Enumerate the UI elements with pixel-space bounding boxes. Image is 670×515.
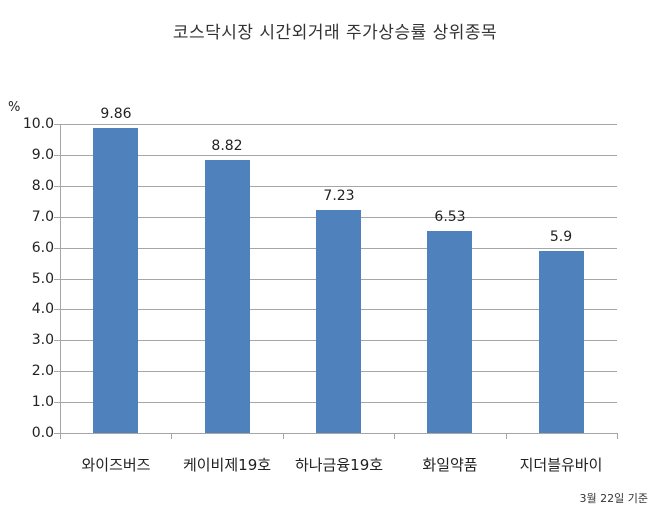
bar-value-label: 5.9	[549, 229, 573, 245]
gridline	[60, 124, 617, 125]
bar-1	[93, 128, 138, 433]
bar-4	[427, 231, 472, 433]
chart-title: 코스닥시장 시간외거래 주가상승률 상위종목	[172, 23, 498, 43]
y-tick-label: 6.0	[31, 240, 54, 256]
x-tick-mark	[394, 433, 395, 439]
bar-value-label: 8.82	[211, 138, 243, 154]
gridline	[60, 186, 617, 187]
x-tick-mark	[60, 433, 61, 439]
y-tick-mark	[54, 340, 60, 341]
y-tick-label: 3.0	[31, 332, 54, 348]
x-tick-mark	[617, 433, 618, 439]
y-tick-label: 4.0	[31, 301, 54, 317]
y-tick-mark	[54, 371, 60, 372]
x-category-label: 케이비제19호	[182, 456, 272, 474]
y-tick-mark	[54, 433, 60, 434]
x-category-label: 화일약품	[422, 456, 478, 474]
x-category-label: 하나금융19호	[294, 456, 384, 474]
y-tick-mark	[54, 124, 60, 125]
bar-value-label: 7.23	[323, 188, 355, 204]
gridline	[60, 433, 617, 434]
y-tick-label: 0.0	[31, 425, 54, 441]
y-tick-mark	[54, 155, 60, 156]
bar-3	[316, 210, 361, 433]
y-tick-mark	[54, 186, 60, 187]
y-axis-unit: %	[8, 100, 21, 115]
bar-value-label: 9.86	[100, 106, 132, 122]
y-tick-label: 2.0	[31, 363, 54, 379]
y-tick-label: 7.0	[31, 209, 54, 225]
y-tick-label: 9.0	[31, 147, 54, 163]
x-tick-mark	[506, 433, 507, 439]
bar-value-label: 6.53	[434, 209, 466, 225]
y-tick-mark	[54, 279, 60, 280]
bar-5	[539, 251, 584, 433]
y-tick-label: 8.0	[31, 178, 54, 194]
y-axis-line	[60, 124, 61, 433]
y-tick-label: 1.0	[31, 394, 54, 410]
bar-2	[205, 160, 250, 433]
y-tick-label: 5.0	[31, 271, 54, 287]
x-category-label: 지더블유바이	[519, 456, 603, 474]
y-tick-label: 10.0	[22, 116, 54, 132]
y-tick-mark	[54, 402, 60, 403]
date-note: 3월 22일 기준	[579, 492, 648, 505]
x-tick-mark	[171, 433, 172, 439]
x-category-label: 와이즈버즈	[81, 456, 151, 474]
y-tick-mark	[54, 248, 60, 249]
y-tick-mark	[54, 309, 60, 310]
plot-area: 0.0 1.0 2.0 3.0 4.0 5.0 6.0 7.0 8.0 9.0 10.0 9.86 와이…	[23, 106, 618, 474]
gridline	[60, 155, 617, 156]
x-tick-mark	[283, 433, 284, 439]
y-tick-mark	[54, 217, 60, 218]
